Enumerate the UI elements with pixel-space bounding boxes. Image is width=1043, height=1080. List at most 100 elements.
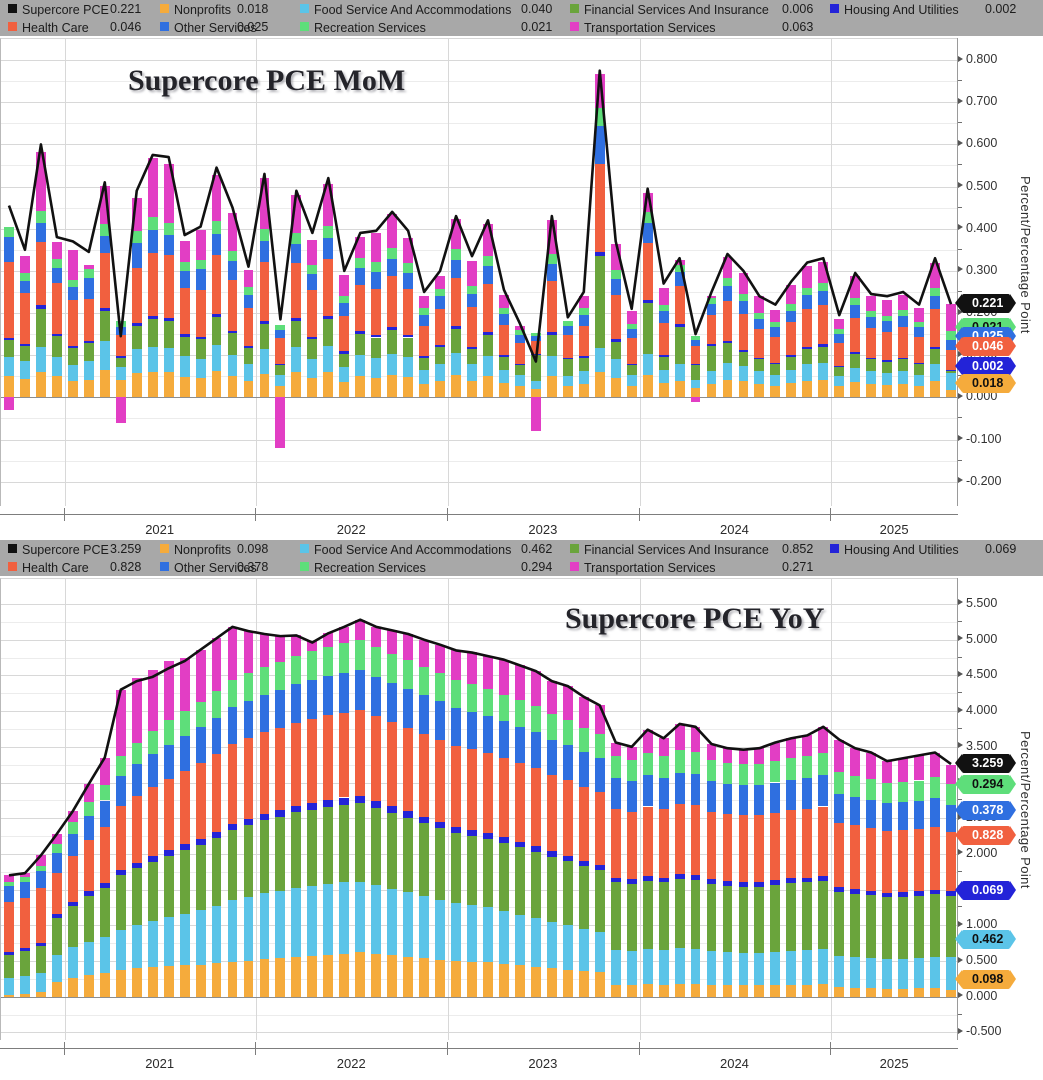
x-tick-label: 2025 bbox=[879, 522, 909, 537]
bar-stack bbox=[786, 39, 797, 506]
gridline-vertical bbox=[831, 579, 833, 1040]
bar-segment bbox=[211, 254, 222, 314]
bar-stack bbox=[818, 39, 829, 506]
bar-segment bbox=[275, 329, 286, 339]
y-tick-label: 4.000 bbox=[966, 703, 998, 718]
bar-segment bbox=[259, 666, 270, 695]
bar-segment bbox=[562, 861, 573, 926]
bar-segment bbox=[179, 377, 190, 398]
bar-segment bbox=[914, 755, 925, 781]
bar-segment bbox=[99, 185, 110, 224]
bar-segment bbox=[67, 250, 78, 280]
bar-segment bbox=[179, 240, 190, 262]
bar-segment bbox=[690, 805, 701, 876]
y-tick-arrow bbox=[958, 599, 963, 606]
bar-segment bbox=[706, 984, 717, 997]
bar-segment bbox=[419, 823, 430, 897]
bar-segment bbox=[770, 951, 781, 985]
gridline-minor bbox=[1, 978, 958, 980]
bar-segment bbox=[195, 339, 206, 360]
bar-segment bbox=[435, 363, 446, 381]
x-axis-line bbox=[0, 514, 958, 515]
bar-segment bbox=[163, 318, 174, 322]
bar-segment bbox=[371, 337, 382, 358]
bar-segment bbox=[786, 322, 797, 356]
value-callout: 0.098 bbox=[955, 969, 1017, 989]
bar-segment bbox=[578, 314, 589, 326]
bar-segment bbox=[419, 325, 430, 357]
x-tick-label: 2023 bbox=[528, 522, 558, 537]
bar-segment bbox=[275, 958, 286, 997]
bar-segment bbox=[946, 339, 956, 351]
bar-segment bbox=[99, 757, 110, 785]
bar-segment bbox=[642, 806, 653, 876]
bar-segment bbox=[115, 367, 126, 380]
bar-segment bbox=[850, 276, 861, 299]
bar-segment bbox=[562, 376, 573, 387]
bar-segment bbox=[722, 362, 733, 380]
bar-segment bbox=[930, 347, 940, 350]
bar-segment bbox=[323, 646, 334, 677]
bar-segment bbox=[706, 344, 717, 346]
bar-segment bbox=[770, 362, 781, 365]
bar-segment bbox=[514, 700, 525, 727]
bar-segment bbox=[738, 349, 749, 352]
bar-segment bbox=[914, 308, 925, 322]
bar-segment bbox=[483, 265, 493, 284]
bar-segment bbox=[930, 288, 940, 296]
y-tick-minor bbox=[958, 417, 962, 419]
bar-segment bbox=[83, 361, 94, 380]
bar-segment bbox=[227, 900, 238, 962]
bar-segment bbox=[131, 326, 142, 350]
bar-segment bbox=[147, 921, 158, 967]
bar-segment bbox=[211, 754, 222, 833]
bar-segment bbox=[435, 644, 446, 674]
bar-stack bbox=[323, 579, 334, 1040]
bar-segment bbox=[131, 868, 142, 926]
bar-segment bbox=[195, 359, 206, 378]
bar-segment bbox=[20, 877, 30, 882]
bar-segment bbox=[642, 775, 653, 807]
bar-segment bbox=[850, 305, 861, 318]
gridline bbox=[1, 889, 958, 891]
bar-segment bbox=[930, 752, 940, 778]
legend-value: 0.271 bbox=[782, 560, 814, 574]
bar-segment bbox=[866, 779, 877, 800]
bar-stack bbox=[211, 579, 222, 1040]
bar-segment bbox=[770, 374, 781, 386]
bar-segment bbox=[754, 383, 765, 398]
x-tick-label: 2024 bbox=[719, 1056, 749, 1071]
bar-segment bbox=[930, 957, 940, 989]
callout-value: 0.462 bbox=[972, 931, 1004, 946]
bar-segment bbox=[339, 296, 350, 303]
bar-stack bbox=[419, 39, 430, 506]
bar-segment bbox=[834, 739, 845, 773]
bar-segment bbox=[770, 364, 781, 375]
bar-segment bbox=[51, 982, 62, 997]
bar-stack bbox=[514, 39, 525, 506]
bar-segment bbox=[467, 260, 477, 287]
legend-value: 0.006 bbox=[782, 2, 814, 16]
bar-segment bbox=[179, 287, 190, 335]
bar-segment bbox=[818, 726, 829, 753]
bar-segment bbox=[227, 679, 238, 707]
bar-segment bbox=[147, 856, 158, 862]
bar-segment bbox=[946, 330, 956, 340]
bar-stack bbox=[882, 579, 893, 1040]
bar-segment bbox=[227, 213, 238, 252]
bar-segment bbox=[275, 338, 286, 364]
bar-segment bbox=[946, 764, 956, 784]
bar-segment bbox=[323, 715, 334, 800]
bar-segment bbox=[578, 371, 589, 384]
bar-segment bbox=[626, 324, 637, 330]
bar-segment bbox=[530, 388, 541, 398]
y-tick-arrow bbox=[958, 992, 963, 999]
bar-segment bbox=[195, 838, 206, 845]
bar-segment bbox=[499, 307, 509, 314]
bar-segment bbox=[483, 332, 493, 335]
bar-segment bbox=[914, 374, 925, 386]
bar-segment bbox=[946, 831, 956, 891]
bar-segment bbox=[674, 286, 685, 325]
bar-segment bbox=[642, 192, 653, 212]
bar-segment bbox=[339, 882, 350, 954]
